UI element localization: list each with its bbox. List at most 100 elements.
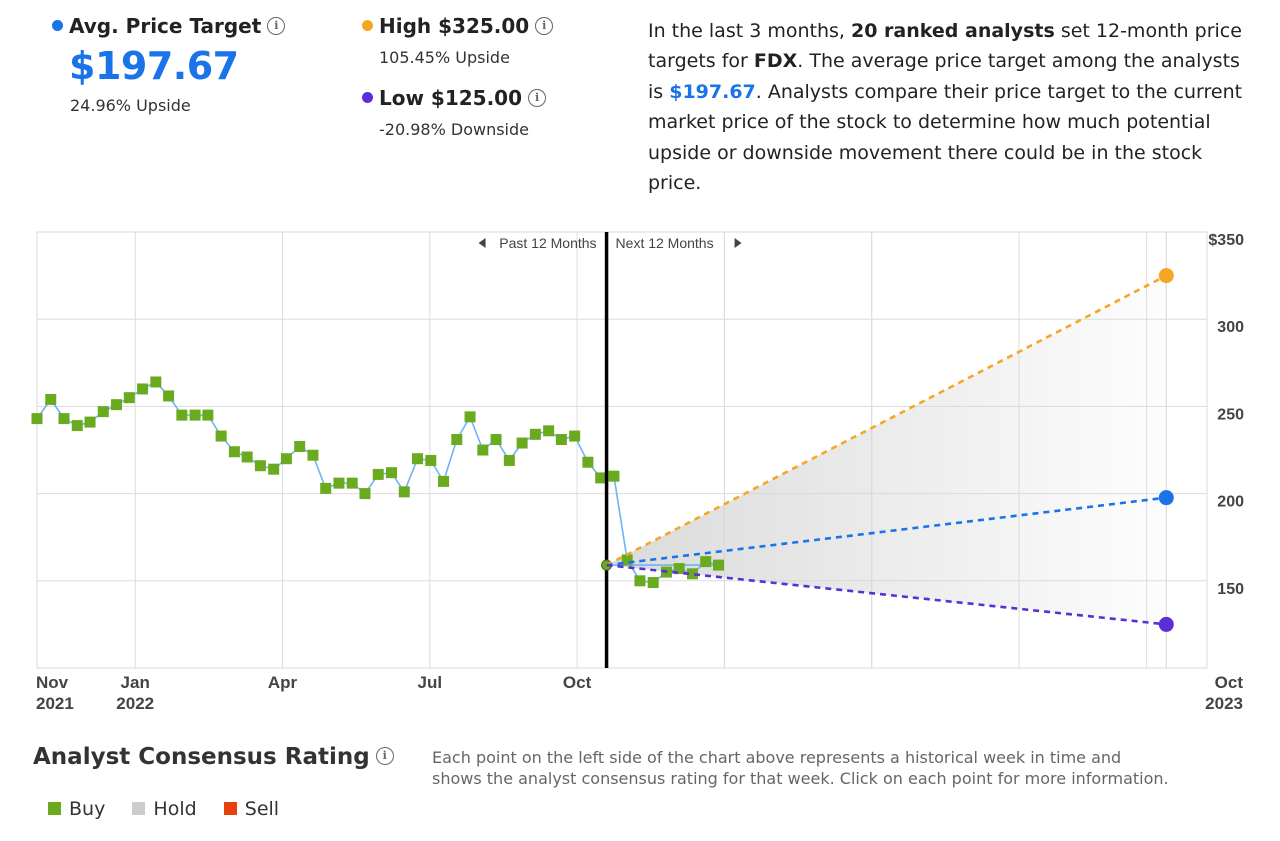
x-tick-label: Jan [121, 673, 150, 692]
left-arrow-icon [478, 238, 486, 248]
buy-rating-point [647, 577, 659, 589]
high-target-point [1158, 268, 1174, 284]
x-tick-label: Apr [268, 673, 298, 692]
hold-swatch-icon [132, 802, 146, 815]
buy-rating-point [569, 430, 581, 442]
buy-rating-point [97, 406, 109, 418]
legend-sell: Sell [223, 798, 279, 820]
buy-rating-point [398, 486, 410, 498]
buy-rating-point [254, 460, 266, 472]
high-dot-icon [362, 20, 373, 31]
y-tick-label: 300 [1217, 319, 1244, 336]
buy-rating-point [700, 556, 712, 568]
high-price-target-label: High $325.00 i [362, 14, 554, 38]
avg-dot-icon [52, 20, 63, 31]
rating-note: Each point on the left side of the chart… [432, 748, 1169, 788]
price-line [36, 380, 719, 584]
buy-rating-point [595, 472, 607, 484]
buy-rating-point [438, 475, 450, 487]
x-tick-year-label: 2023 [1205, 694, 1243, 713]
buy-rating-point [280, 453, 292, 465]
low-target-point [1158, 616, 1174, 632]
buy-rating-point [490, 434, 502, 446]
y-tick-label: 250 [1217, 406, 1244, 423]
buy-swatch-icon [48, 802, 61, 815]
buy-rating-point [713, 559, 725, 571]
buy-rating-point [294, 441, 306, 453]
buy-rating-point [464, 411, 476, 423]
buy-rating-point [307, 449, 319, 461]
buy-rating-point [215, 430, 227, 442]
info-icon[interactable]: i [528, 88, 547, 107]
buy-rating-point [123, 392, 135, 404]
buy-rating-point [320, 482, 332, 494]
buy-rating-point [189, 409, 201, 421]
sell-swatch-icon [223, 802, 237, 815]
avg-target-inline: $197.67 [669, 80, 756, 103]
buy-rating-point [359, 488, 371, 500]
buy-rating-point [608, 470, 620, 482]
y-tick-label: 200 [1217, 494, 1244, 511]
buy-rating-point [31, 413, 43, 425]
buy-rating-point [412, 453, 424, 465]
average-target-point [1158, 490, 1174, 506]
buy-rating-point [84, 416, 96, 428]
forecast-area [606, 275, 1167, 625]
right-arrow-icon [734, 238, 742, 248]
buy-rating-point [111, 399, 123, 411]
y-tick-label: 150 [1217, 581, 1244, 598]
low-target-line [606, 563, 1167, 626]
buy-rating-point [634, 575, 646, 587]
info-icon[interactable]: i [375, 746, 394, 765]
buy-rating-point [555, 434, 567, 446]
price-target-description: In the last 3 months, 20 ranked analysts… [648, 20, 1243, 195]
avg-price-value: $197.67 [69, 44, 239, 88]
buy-rating-point [150, 376, 162, 388]
buy-rating-point [176, 409, 188, 421]
x-tick-year-label: 2022 [116, 694, 154, 713]
x-tick-label: Nov [36, 673, 69, 692]
buy-rating-point [58, 413, 70, 425]
x-tick-label: Oct [1215, 673, 1244, 692]
rating-legend: Buy Hold Sell [48, 798, 301, 820]
buy-rating-point [673, 563, 685, 575]
avg-price-target-label: Avg. Price Target i [52, 14, 286, 38]
avg-price-target-block: Avg. Price Target i [52, 14, 286, 38]
x-tick-year-label: 2021 [36, 694, 74, 713]
forecast-fan [606, 275, 1167, 625]
price-target-chart: $350 300 250 200 150 Nov 2021 Jan 2022 Apr Jul Oct O… [31, 231, 1244, 713]
buy-rating-point [543, 425, 555, 437]
buy-rating-point [686, 568, 698, 580]
x-tick-label: Oct [563, 673, 592, 692]
low-downside: -20.98% Downside [379, 120, 529, 139]
buy-rating-point [202, 409, 214, 421]
y-tick-label: $350 [1208, 232, 1244, 249]
buy-rating-point [346, 477, 358, 489]
x-tick-label: Jul [418, 673, 443, 692]
buy-rating-point [386, 467, 398, 479]
buy-rating-point [529, 428, 541, 440]
buy-rating-point [241, 451, 253, 463]
buy-rating-point [163, 390, 175, 402]
buy-rating-point [268, 463, 280, 475]
history-series [31, 232, 725, 668]
buy-rating-point [621, 554, 633, 566]
consensus-rating-title: Analyst Consensus Rating i [33, 744, 394, 770]
avg-upside: 24.96% Upside [70, 96, 191, 115]
buy-rating-point [71, 420, 83, 432]
legend-buy: Buy [48, 798, 105, 820]
past-12-months-label: Past 12 Months [499, 235, 596, 251]
analyst-count: 20 ranked analysts [851, 20, 1055, 42]
info-icon[interactable]: i [267, 16, 286, 35]
buy-rating-point [451, 434, 463, 446]
buy-rating-point [425, 454, 437, 466]
buy-rating-point [45, 393, 57, 405]
plot-border [36, 231, 1208, 669]
buy-rating-point [503, 454, 515, 466]
buy-rating-point [372, 468, 384, 480]
low-dot-icon [362, 92, 373, 103]
info-icon[interactable]: i [535, 16, 554, 35]
target-series [605, 268, 1174, 632]
next-12-months-label: Next 12 Months [616, 235, 714, 251]
buy-rating-point [333, 477, 345, 489]
